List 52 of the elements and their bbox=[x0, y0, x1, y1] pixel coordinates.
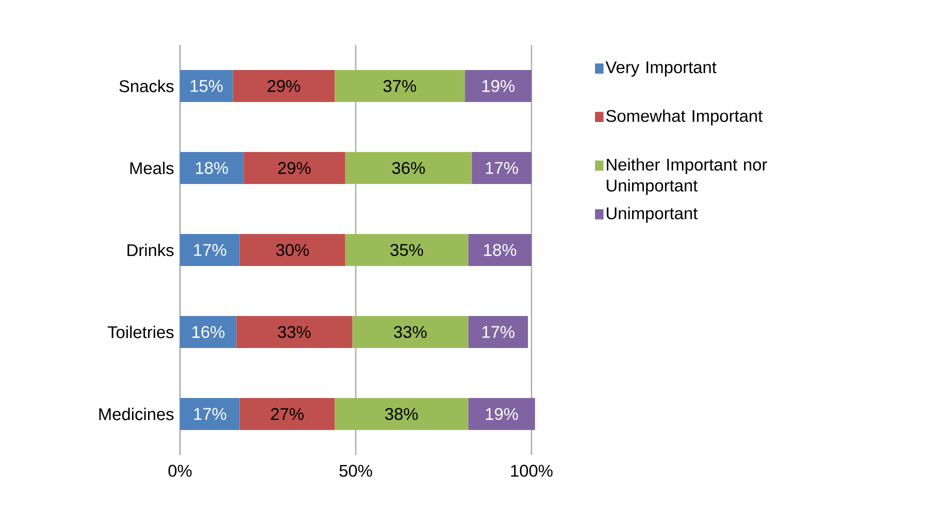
data-label: 36% bbox=[392, 162, 425, 174]
data-label: 33% bbox=[394, 326, 427, 338]
bar bbox=[243, 152, 346, 184]
y-tick-label: Meals bbox=[130, 162, 174, 174]
bar bbox=[236, 316, 352, 348]
data-label: 29% bbox=[268, 80, 300, 92]
data-label: 27% bbox=[271, 408, 304, 420]
bar bbox=[468, 398, 536, 430]
bar bbox=[472, 152, 532, 184]
bar bbox=[240, 398, 335, 430]
data-label: 17% bbox=[194, 244, 226, 256]
legend-label: Very Important bbox=[606, 61, 716, 77]
bar bbox=[352, 316, 468, 348]
legend-label: Somewhat Important bbox=[606, 110, 763, 126]
data-label: 17% bbox=[486, 162, 518, 174]
bar bbox=[180, 234, 240, 266]
x-tick-label: 0% bbox=[168, 464, 192, 477]
y-tick-label: Medicines bbox=[99, 408, 174, 420]
bar bbox=[240, 234, 346, 266]
data-label: 19% bbox=[486, 408, 518, 420]
data-label: 35% bbox=[390, 244, 424, 256]
bar bbox=[464, 70, 532, 102]
y-tick-label: Drinks bbox=[128, 244, 174, 256]
bar bbox=[468, 316, 528, 348]
x-tick-label: 100% bbox=[511, 464, 553, 477]
legend-label: Neither Important nor Unimportant bbox=[606, 158, 768, 195]
data-label: 17% bbox=[194, 408, 226, 420]
bar bbox=[180, 152, 244, 184]
bar bbox=[180, 70, 233, 102]
bar bbox=[334, 70, 465, 102]
data-label: 38% bbox=[385, 408, 418, 420]
data-label: 18% bbox=[484, 244, 516, 256]
x-tick-label: 50% bbox=[339, 464, 372, 477]
legend-label: Unimportant bbox=[606, 206, 698, 223]
data-label: 19% bbox=[482, 80, 514, 92]
bar bbox=[345, 234, 468, 266]
y-tick-label: Snacks bbox=[119, 80, 174, 92]
data-label: 15% bbox=[190, 80, 223, 92]
bar bbox=[232, 70, 335, 102]
y-tick-label: Toiletries bbox=[108, 326, 174, 338]
data-label: 29% bbox=[278, 162, 311, 174]
data-label: 17% bbox=[482, 326, 514, 338]
data-label: 16% bbox=[192, 326, 224, 338]
data-label: 30% bbox=[276, 244, 309, 256]
data-label: 18% bbox=[196, 162, 228, 174]
bar bbox=[180, 316, 236, 348]
data-label: 33% bbox=[278, 326, 311, 338]
bar bbox=[334, 398, 468, 430]
bar bbox=[180, 398, 240, 430]
data-label: 37% bbox=[383, 80, 416, 92]
bar bbox=[345, 152, 472, 184]
bar bbox=[468, 234, 532, 266]
